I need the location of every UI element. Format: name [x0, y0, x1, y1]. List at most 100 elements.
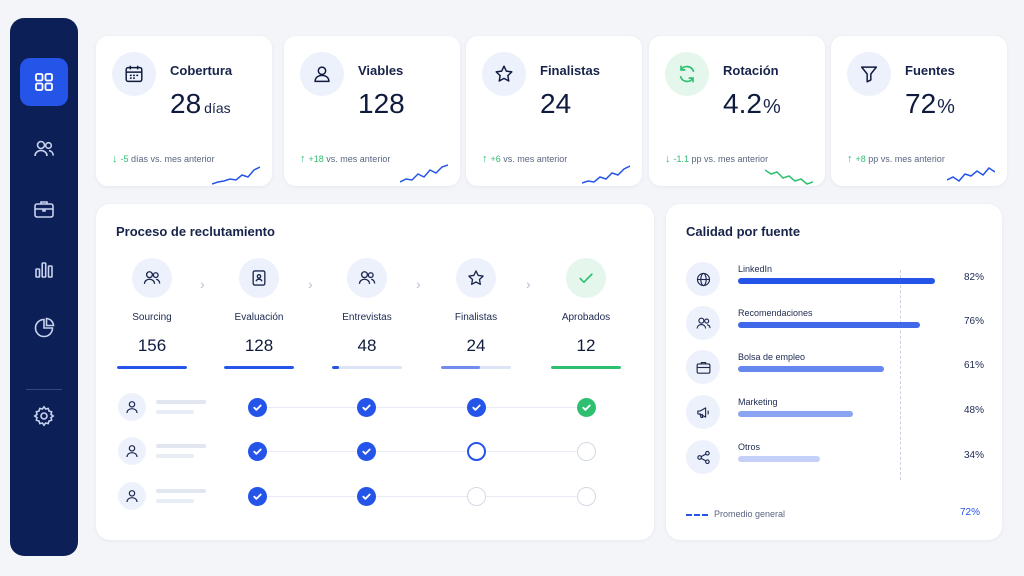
kpi-number: 128 — [358, 88, 405, 119]
kpi-unit: días — [204, 100, 231, 116]
candidate-row[interactable] — [96, 437, 656, 467]
kpi-trend: ↑ +6 vs. mes anterior — [482, 153, 567, 165]
source-name: LinkedIn — [738, 264, 773, 274]
source-icon-wrap — [686, 306, 720, 340]
source-row-linkedin[interactable]: LinkedIn 82% — [666, 260, 1006, 296]
check-icon — [253, 404, 262, 411]
check-icon — [253, 448, 262, 455]
kpi-icon-wrap — [847, 52, 891, 96]
kpi-icon-wrap — [112, 52, 156, 96]
trend-delta: +8 — [855, 154, 866, 164]
sparkline — [212, 166, 260, 185]
trend-delta: +18 — [308, 154, 324, 164]
kpi-label: Finalistas — [540, 63, 600, 78]
stage-progress — [332, 366, 402, 369]
document-icon — [252, 270, 266, 286]
check-icon — [362, 493, 371, 500]
step-indicator — [467, 398, 486, 417]
chevron-right-icon: › — [526, 276, 531, 292]
bar-chart-icon — [35, 262, 53, 278]
stage-aprobados[interactable]: Aprobados 12 — [531, 258, 641, 369]
sidebar-item-settings[interactable] — [20, 392, 68, 440]
stage-name: Evaluación — [234, 312, 284, 323]
source-row-recomendaciones[interactable]: Recomendaciones 76% — [666, 304, 1006, 340]
kpi-icon-wrap — [300, 52, 344, 96]
source-icon-wrap — [686, 350, 720, 384]
sparkline — [765, 169, 813, 185]
stage-count: 48 — [357, 336, 377, 355]
step-indicator — [577, 487, 596, 506]
kpi-number: 28 — [170, 88, 202, 119]
kpi-trend: ↑ +8 pp vs. mes anterior — [847, 153, 945, 165]
kpi-card-fuentes[interactable]: Fuentes 72% ↑ +8 pp vs. mes anterior — [831, 36, 1007, 186]
stage-evaluacion[interactable]: Evaluación 128 — [204, 258, 314, 369]
source-row-otros[interactable]: Otros 34% — [666, 438, 1006, 474]
kpi-value: 128 — [358, 88, 405, 120]
sidebar-item-jobs[interactable] — [20, 185, 68, 233]
source-row-marketing[interactable]: Marketing 48% — [666, 393, 1006, 429]
average-value: 72% — [959, 507, 980, 518]
trend-delta: -1.1 — [673, 154, 690, 164]
check-icon — [582, 404, 591, 411]
kpi-trend: ↓ -5 días vs. mes anterior — [112, 153, 215, 165]
trend-arrow-icon: ↑ — [847, 153, 853, 165]
source-bar — [738, 278, 935, 284]
chevron-right-icon: › — [308, 276, 313, 292]
kpi-label: Rotación — [723, 63, 779, 78]
kpi-card-cobertura[interactable]: Cobertura 28 días ↓ -5 días vs. mes anteri… — [96, 36, 272, 186]
candidate-row[interactable] — [96, 482, 656, 512]
step-indicator — [357, 442, 376, 461]
source-percent: 82% — [963, 272, 984, 283]
check-icon — [472, 404, 481, 411]
source-name: Bolsa de empleo — [738, 352, 806, 362]
filter-icon — [860, 66, 878, 83]
users-icon — [358, 271, 376, 284]
settings-icon — [33, 405, 55, 427]
stage-entrevistas[interactable]: Entrevistas 48 — [312, 258, 422, 369]
sidebar-item-candidates[interactable] — [20, 125, 68, 173]
check-icon — [362, 448, 371, 455]
star-icon — [495, 65, 513, 82]
kpi-trend: ↑ +18 vs. mes anterior — [300, 153, 390, 165]
briefcase-icon — [696, 361, 710, 374]
stage-icon-wrap — [347, 258, 387, 298]
name-placeholder — [156, 444, 206, 448]
source-bar — [738, 322, 920, 328]
stage-finalistas[interactable]: Finalistas 24 — [421, 258, 531, 369]
kpi-card-rotacion[interactable]: Rotación 4.2% ↓ -1.1 pp vs. mes anterior — [649, 36, 825, 186]
source-bar — [738, 366, 884, 372]
sidebar-item-dashboard[interactable] — [20, 58, 68, 106]
kpi-card-viables[interactable]: Viables 128 ↑ +18 vs. mes anterior — [284, 36, 460, 186]
trend-text: vs. mes anterior — [503, 154, 568, 164]
kpi-value: 24 — [540, 88, 571, 120]
source-row-bolsa-de-empleo[interactable]: Bolsa de empleo 61% — [666, 348, 1006, 384]
kpi-label: Viables — [358, 63, 404, 78]
source-name: Recomendaciones — [738, 308, 813, 318]
stage-count: 128 — [244, 336, 274, 355]
kpi-value: 4.2% — [723, 88, 781, 120]
sidebar-item-reports[interactable] — [20, 245, 68, 293]
stage-count: 24 — [466, 336, 486, 355]
recruitment-process-panel: Proceso de reclutamiento Sourcing 156 › … — [96, 204, 654, 540]
stage-progress — [441, 366, 511, 369]
progress-track — [258, 407, 588, 408]
role-placeholder — [156, 499, 194, 503]
avatar — [118, 482, 146, 510]
stage-sourcing[interactable]: Sourcing 156 — [97, 258, 207, 369]
users-icon — [143, 271, 161, 284]
sidebar-item-analytics[interactable] — [20, 304, 68, 352]
calendar-icon — [125, 65, 143, 83]
chevron-right-icon: › — [416, 276, 421, 292]
step-indicator — [357, 487, 376, 506]
trend-arrow-icon: ↓ — [112, 153, 118, 165]
candidate-row[interactable] — [96, 393, 656, 423]
step-indicator — [577, 442, 596, 461]
step-indicator — [248, 487, 267, 506]
kpi-value: 28 días — [170, 88, 231, 120]
step-indicator — [357, 398, 376, 417]
user-icon — [126, 490, 138, 503]
source-percent: 61% — [963, 360, 984, 371]
kpi-card-finalistas[interactable]: Finalistas 24 ↑ +6 vs. mes anterior — [466, 36, 642, 186]
step-indicator — [467, 487, 486, 506]
trend-arrow-icon: ↑ — [482, 153, 488, 165]
